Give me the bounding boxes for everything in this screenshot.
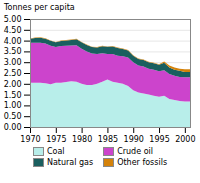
html-text:Crude oil: Crude oil bbox=[117, 147, 153, 156]
svg-text:1970: 1970 bbox=[20, 135, 40, 144]
svg-text:0.00: 0.00 bbox=[4, 123, 22, 132]
svg-text:1975: 1975 bbox=[46, 135, 66, 144]
html-text:Tonnes per capita: Tonnes per capita bbox=[4, 3, 75, 12]
svg-text:1980: 1980 bbox=[72, 135, 92, 144]
svg-text:1.50: 1.50 bbox=[4, 91, 22, 100]
svg-text:2000: 2000 bbox=[175, 135, 195, 144]
html-text:Other fossils: Other fossils bbox=[117, 158, 168, 167]
svg-text:3.50: 3.50 bbox=[4, 47, 22, 56]
html-text:Coal: Coal bbox=[46, 147, 65, 156]
html-text:Natural gas: Natural gas bbox=[46, 158, 94, 167]
svg-text:1985: 1985 bbox=[98, 135, 118, 144]
svg-text:0.50: 0.50 bbox=[4, 112, 22, 121]
svg-text:1990: 1990 bbox=[124, 135, 144, 144]
svg-text:1.00: 1.00 bbox=[4, 101, 22, 110]
svg-text:3.00: 3.00 bbox=[4, 58, 22, 67]
svg-text:5.00: 5.00 bbox=[4, 15, 22, 24]
svg-text:1995: 1995 bbox=[149, 135, 169, 144]
svg-text:4.50: 4.50 bbox=[4, 26, 22, 35]
svg-text:2.00: 2.00 bbox=[4, 80, 22, 89]
svg-text:4.00: 4.00 bbox=[4, 37, 22, 46]
svg-text:2.50: 2.50 bbox=[4, 69, 22, 78]
